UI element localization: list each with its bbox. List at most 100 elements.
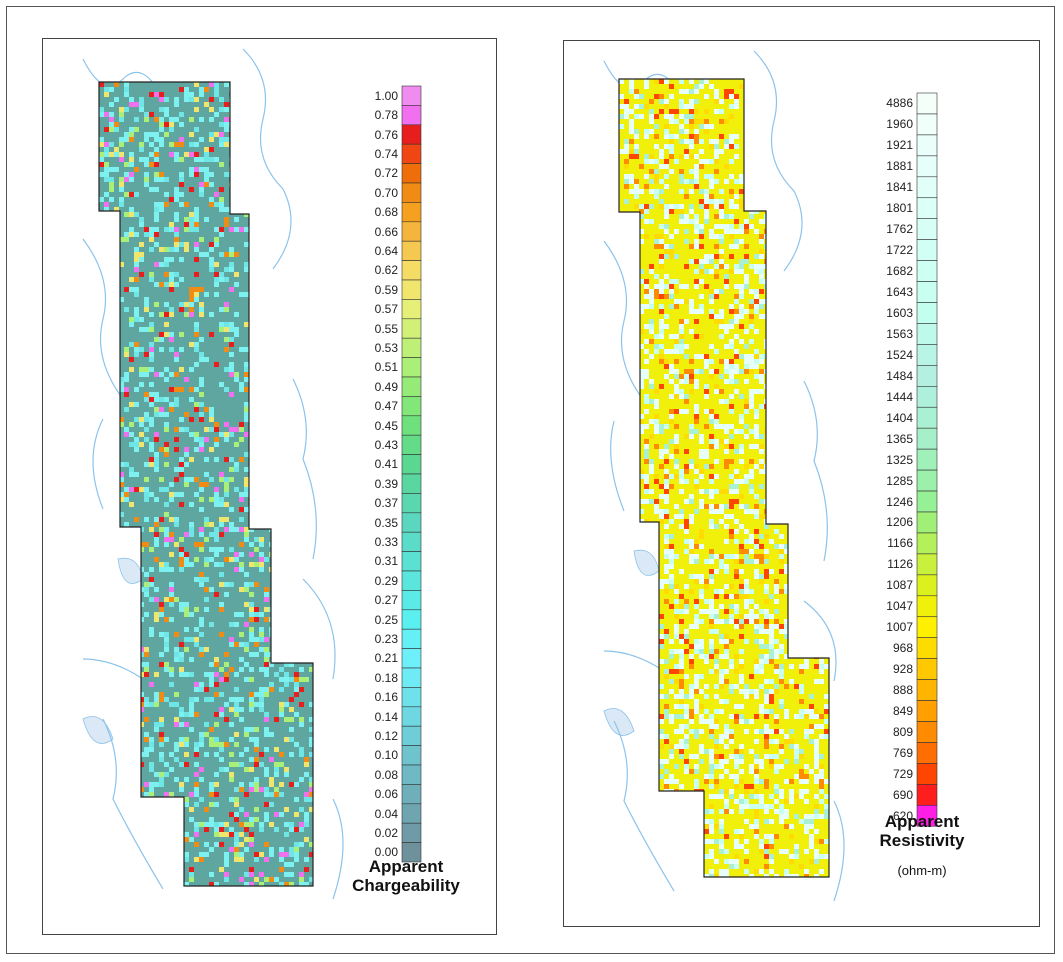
- grid-cell: [634, 734, 639, 739]
- grid-cell: [309, 202, 313, 207]
- grid-cell: [774, 489, 779, 494]
- grid-cell: [269, 662, 274, 667]
- chargeability-legend-swatch: [401, 299, 422, 320]
- grid-cell: [669, 114, 674, 119]
- chargeability-tick-label: 0.57: [374, 302, 398, 317]
- grid-cell: [819, 269, 824, 274]
- grid-cell: [164, 667, 169, 672]
- grid-cell: [789, 299, 794, 304]
- grid-cell: [769, 284, 774, 289]
- grid-cell: [754, 714, 759, 719]
- grid-cell: [719, 359, 724, 364]
- grid-cell: [199, 647, 204, 652]
- grid-cell: [164, 832, 169, 837]
- grid-cell: [704, 119, 709, 124]
- grid-cell: [304, 357, 309, 362]
- grid-cell: [129, 137, 134, 142]
- grid-cell: [224, 492, 229, 497]
- grid-cell: [104, 167, 109, 172]
- chargeability-title-line2: Chargeability: [352, 876, 460, 895]
- grid-cell: [114, 122, 119, 127]
- grid-cell: [809, 484, 814, 489]
- grid-cell: [769, 624, 774, 629]
- grid-cell: [174, 402, 179, 407]
- grid-cell: [809, 514, 814, 519]
- grid-cell: [299, 842, 304, 847]
- grid-cell: [199, 742, 204, 747]
- grid-cell: [104, 492, 109, 497]
- grid-cell: [634, 499, 639, 504]
- grid-cell: [619, 524, 624, 529]
- grid-cell: [104, 757, 109, 762]
- grid-cell: [714, 594, 719, 599]
- grid-cell: [144, 867, 149, 872]
- grid-cell: [209, 182, 214, 187]
- grid-cell: [284, 312, 289, 317]
- grid-cell: [674, 389, 679, 394]
- grid-cell: [234, 687, 239, 692]
- grid-cell: [674, 599, 679, 604]
- grid-cell: [124, 137, 129, 142]
- grid-cell: [669, 304, 674, 309]
- grid-cell: [99, 777, 104, 782]
- grid-cell: [194, 687, 199, 692]
- grid-cell: [184, 462, 189, 467]
- grid-cell: [664, 704, 669, 709]
- grid-cell: [739, 594, 744, 599]
- grid-cell: [624, 424, 629, 429]
- grid-cell: [249, 552, 254, 557]
- resistivity-map-panel: 4886 1960 1921 1881 1841 1801 1762 1722 1682 1643…: [563, 40, 1040, 927]
- grid-cell: [719, 189, 724, 194]
- grid-cell: [639, 164, 644, 169]
- grid-cell: [204, 752, 209, 757]
- grid-cell: [279, 102, 284, 107]
- grid-cell: [674, 649, 679, 654]
- grid-cell: [799, 194, 804, 199]
- grid-cell: [779, 589, 784, 594]
- grid-cell: [104, 347, 109, 352]
- grid-cell: [639, 469, 644, 474]
- grid-cell: [189, 212, 194, 217]
- grid-cell: [704, 749, 709, 754]
- grid-cell: [819, 254, 824, 259]
- grid-cell: [254, 97, 259, 102]
- grid-cell: [639, 609, 644, 614]
- grid-cell: [309, 667, 313, 672]
- grid-cell: [699, 119, 704, 124]
- grid-cell: [279, 162, 284, 167]
- grid-cell: [654, 739, 659, 744]
- grid-cell: [259, 822, 264, 827]
- grid-cell: [664, 494, 669, 499]
- grid-cell: [154, 852, 159, 857]
- grid-cell: [809, 724, 814, 729]
- grid-cell: [819, 764, 824, 769]
- chargeability-legend-swatch: [401, 628, 422, 649]
- grid-cell: [809, 624, 814, 629]
- grid-cell: [654, 479, 659, 484]
- grid-cell: [659, 294, 664, 299]
- grid-cell: [169, 402, 174, 407]
- grid-cell: [289, 827, 294, 832]
- grid-cell: [239, 127, 244, 132]
- grid-cell: [264, 307, 269, 312]
- grid-cell: [174, 492, 179, 497]
- grid-cell: [239, 562, 244, 567]
- grid-cell: [814, 349, 819, 354]
- grid-cell: [689, 769, 694, 774]
- grid-cell: [729, 639, 734, 644]
- chargeability-tick-label: 0.68: [374, 205, 398, 220]
- grid-cell: [754, 759, 759, 764]
- grid-cell: [759, 534, 764, 539]
- grid-cell: [794, 594, 799, 599]
- grid-cell: [104, 622, 109, 627]
- grid-cell: [804, 644, 809, 649]
- grid-cell: [154, 437, 159, 442]
- grid-cell: [654, 689, 659, 694]
- grid-cell: [684, 694, 689, 699]
- grid-cell: [254, 612, 259, 617]
- grid-cell: [789, 124, 794, 129]
- stream-line: [82, 238, 124, 400]
- grid-cell: [249, 787, 254, 792]
- grid-cell: [724, 639, 729, 644]
- grid-cell: [144, 137, 149, 142]
